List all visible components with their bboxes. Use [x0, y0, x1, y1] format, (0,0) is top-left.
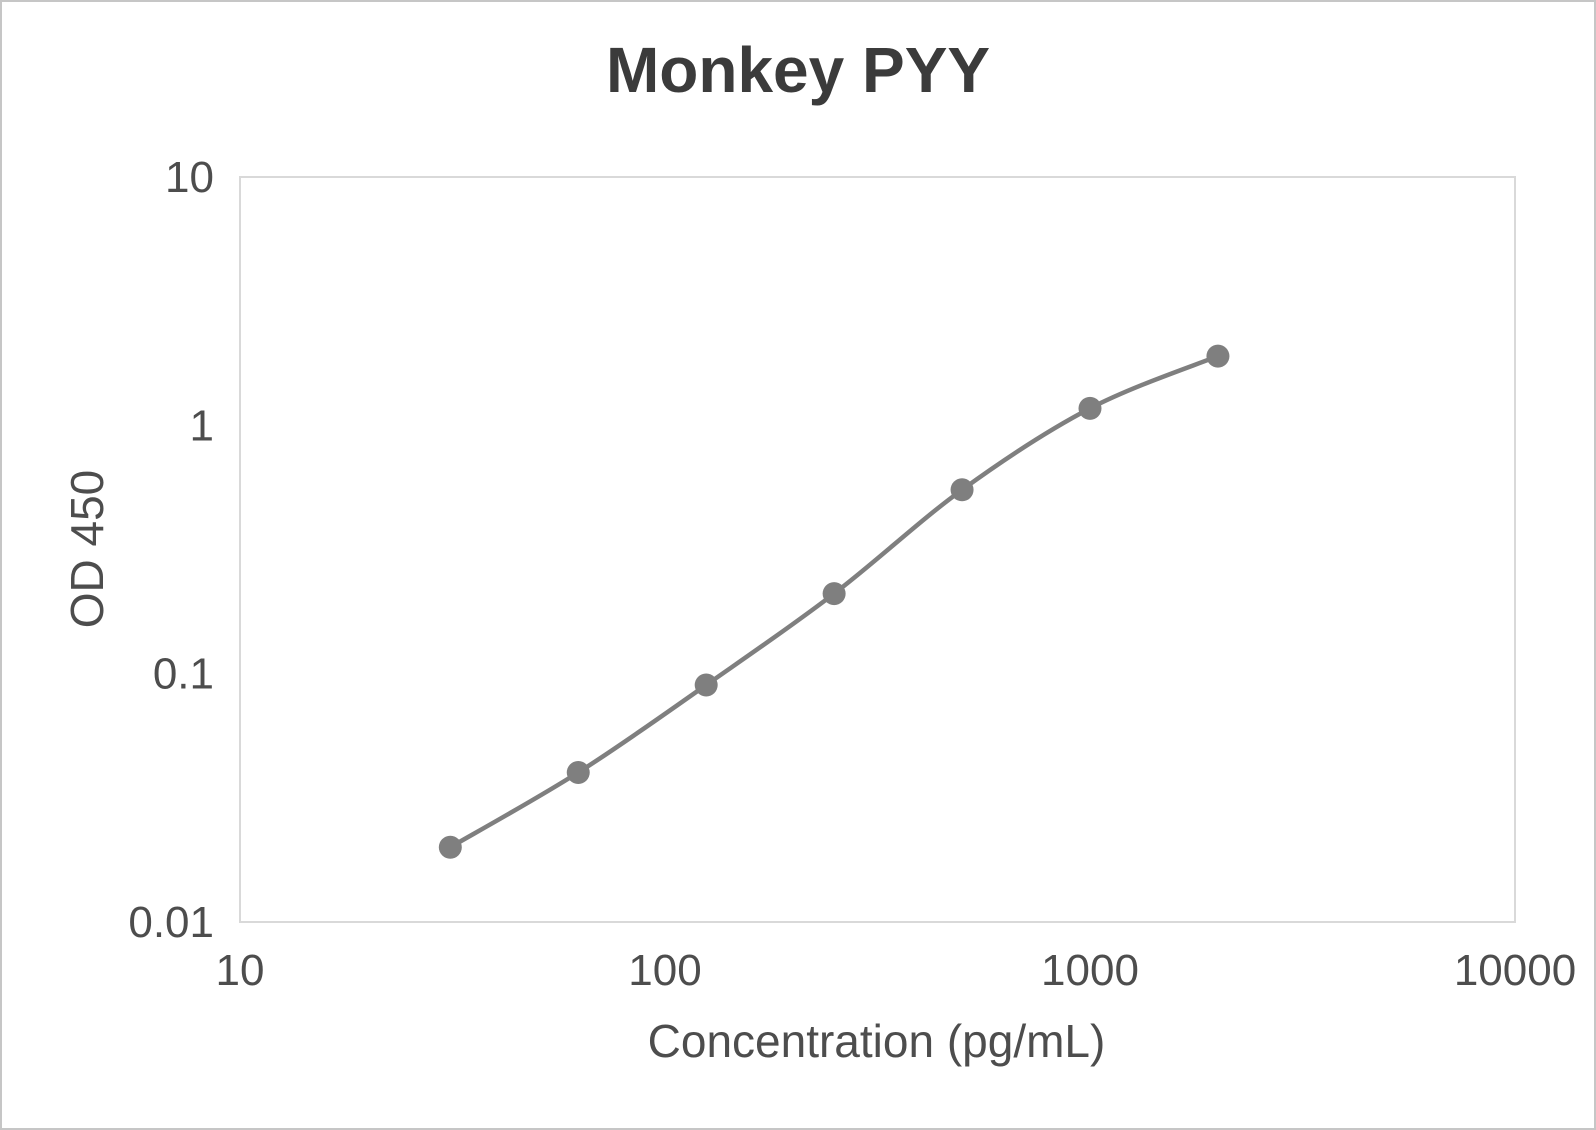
- data-point-marker: [822, 582, 846, 606]
- data-point-marker: [694, 673, 718, 697]
- data-point-marker: [566, 760, 590, 784]
- data-point-marker: [950, 478, 974, 502]
- data-point-marker: [1206, 344, 1230, 368]
- chart-title: Monkey PYY: [605, 34, 991, 106]
- x-tick-label: 1000: [1041, 946, 1139, 995]
- plot-border: [239, 176, 1516, 923]
- y-tick-label: 10: [165, 153, 214, 202]
- x-axis-title: Concentration (pg/mL): [647, 1015, 1106, 1067]
- data-point-marker: [1078, 396, 1102, 420]
- y-tick-label: 0.01: [128, 898, 214, 947]
- y-tick-label: 1: [190, 401, 214, 450]
- x-tick-label: 10: [216, 946, 265, 995]
- y-tick-label: 0.1: [153, 650, 214, 699]
- x-tick-label: 10000: [1454, 946, 1576, 995]
- x-tick-label: 100: [628, 946, 701, 995]
- data-point-marker: [438, 835, 462, 859]
